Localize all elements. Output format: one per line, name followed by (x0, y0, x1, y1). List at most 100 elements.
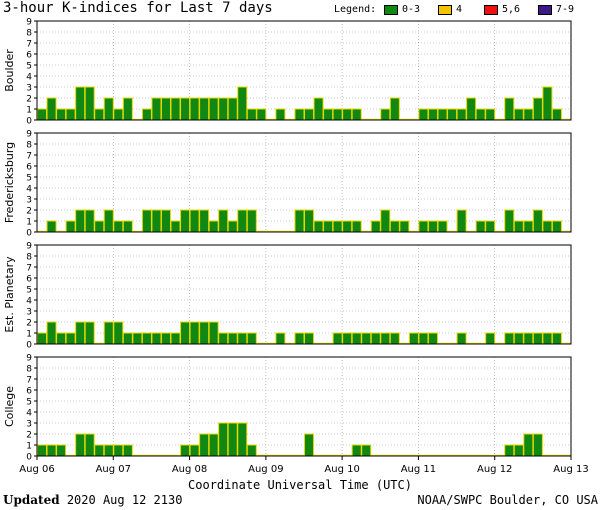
y-tick-label: 7 (26, 264, 32, 274)
k-index-bar (170, 332, 181, 345)
y-tick-label: 4 (26, 185, 32, 195)
k-index-bar (208, 433, 219, 457)
legend-item-label: 4 (456, 4, 463, 15)
y-tick-label: 6 (26, 163, 32, 173)
k-index-bar (37, 108, 48, 121)
y-tick-label: 6 (26, 387, 32, 397)
legend-swatch-yellow (438, 5, 452, 15)
k-index-bar (75, 209, 86, 233)
k-index-bar (237, 332, 248, 345)
k-index-bar (332, 332, 343, 345)
k-index-bar (246, 108, 257, 121)
k-index-bar (141, 332, 152, 345)
panel-label: Boulder (3, 49, 16, 92)
k-index-bar (456, 332, 467, 345)
k-index-bar (141, 209, 152, 233)
k-index-bar (189, 321, 200, 345)
k-index-bar (523, 433, 534, 457)
k-index-bar (103, 209, 114, 233)
k-index-bar (513, 220, 524, 233)
k-index-bar (275, 332, 286, 345)
panel-border (36, 244, 572, 345)
k-index-bar (475, 108, 486, 121)
x-tick-label: Aug 13 (553, 464, 588, 475)
k-index-bar (504, 444, 515, 457)
x-tick-label: Aug 10 (324, 464, 359, 475)
page-title: 3-hour K-indices for Last 7 days (3, 0, 273, 16)
k-index-bar (199, 321, 210, 345)
k-index-bar (160, 97, 171, 121)
x-axis-label: Coordinate Universal Time (UTC) (188, 478, 412, 492)
k-index-bar (427, 108, 439, 121)
k-index-bar (208, 220, 219, 233)
k-index-bar (294, 209, 305, 233)
k-index-bar (361, 332, 372, 345)
k-index-bar (75, 321, 86, 345)
k-index-bar (504, 97, 515, 121)
k-index-chart: 0123456789Boulder0123456789Fredericksbur… (3, 18, 589, 476)
k-index-bar (113, 321, 124, 345)
k-index-bar (94, 220, 105, 233)
k-index-bar (342, 332, 353, 345)
k-index-bar (37, 332, 48, 345)
k-index-bar (189, 209, 200, 233)
y-tick-label: 1 (26, 218, 32, 228)
k-index-bar (46, 444, 57, 457)
k-index-bar (84, 321, 95, 345)
k-index-bar (56, 444, 67, 457)
panel-border (36, 20, 572, 121)
k-index-bar (218, 422, 229, 457)
k-index-bar (208, 321, 219, 345)
y-tick-label: 7 (26, 40, 32, 50)
legend-label: Legend: (334, 4, 377, 15)
k-index-bar (513, 444, 524, 457)
k-index-bar (551, 332, 562, 345)
y-tick-label: 1 (26, 330, 32, 340)
k-index-bar (65, 332, 76, 345)
y-tick-label: 8 (26, 29, 32, 39)
x-tick-label: Aug 08 (172, 464, 207, 475)
updated-label: Updated (3, 493, 60, 507)
k-index-bar (504, 332, 515, 345)
k-index-bar (304, 108, 315, 121)
k-index-bar (56, 332, 67, 345)
k-index-bar (151, 209, 162, 233)
k-index-bar (122, 97, 133, 121)
k-index-bar (275, 108, 286, 121)
k-index-bar (122, 220, 133, 233)
y-tick-label: 6 (26, 51, 32, 61)
k-index-bar (523, 220, 534, 233)
y-tick-label: 8 (26, 365, 32, 375)
k-index-bar (122, 332, 133, 345)
k-index-bar (84, 86, 95, 121)
k-index-bar (427, 220, 439, 233)
y-tick-label: 2 (26, 431, 32, 441)
k-index-bar (504, 209, 515, 233)
k-index-bar (246, 209, 257, 233)
k-index-bar (294, 332, 305, 345)
k-index-bar (532, 97, 543, 121)
k-index-bar (132, 332, 143, 345)
k-index-bar (75, 433, 86, 457)
k-index-bar (151, 97, 162, 121)
k-index-bar (370, 220, 381, 233)
y-tick-label: 9 (26, 18, 32, 28)
k-index-bar (103, 444, 114, 457)
k-index-bar (103, 97, 114, 121)
k-index-bar (208, 97, 219, 121)
k-index-bar (542, 220, 553, 233)
legend-swatch-red (484, 5, 498, 15)
panel-border (36, 356, 572, 457)
k-index-bar (151, 332, 162, 345)
k-index-bar (180, 444, 191, 457)
y-tick-label: 8 (26, 253, 32, 263)
k-index-bar (437, 220, 448, 233)
y-tick-label: 9 (26, 354, 32, 364)
k-index-bar (532, 332, 543, 345)
k-index-bar (199, 97, 210, 121)
k-index-bar (199, 433, 210, 457)
k-index-bar (227, 332, 238, 345)
y-tick-label: 5 (26, 174, 32, 184)
k-index-bar (113, 444, 124, 457)
k-index-bar (551, 108, 562, 121)
